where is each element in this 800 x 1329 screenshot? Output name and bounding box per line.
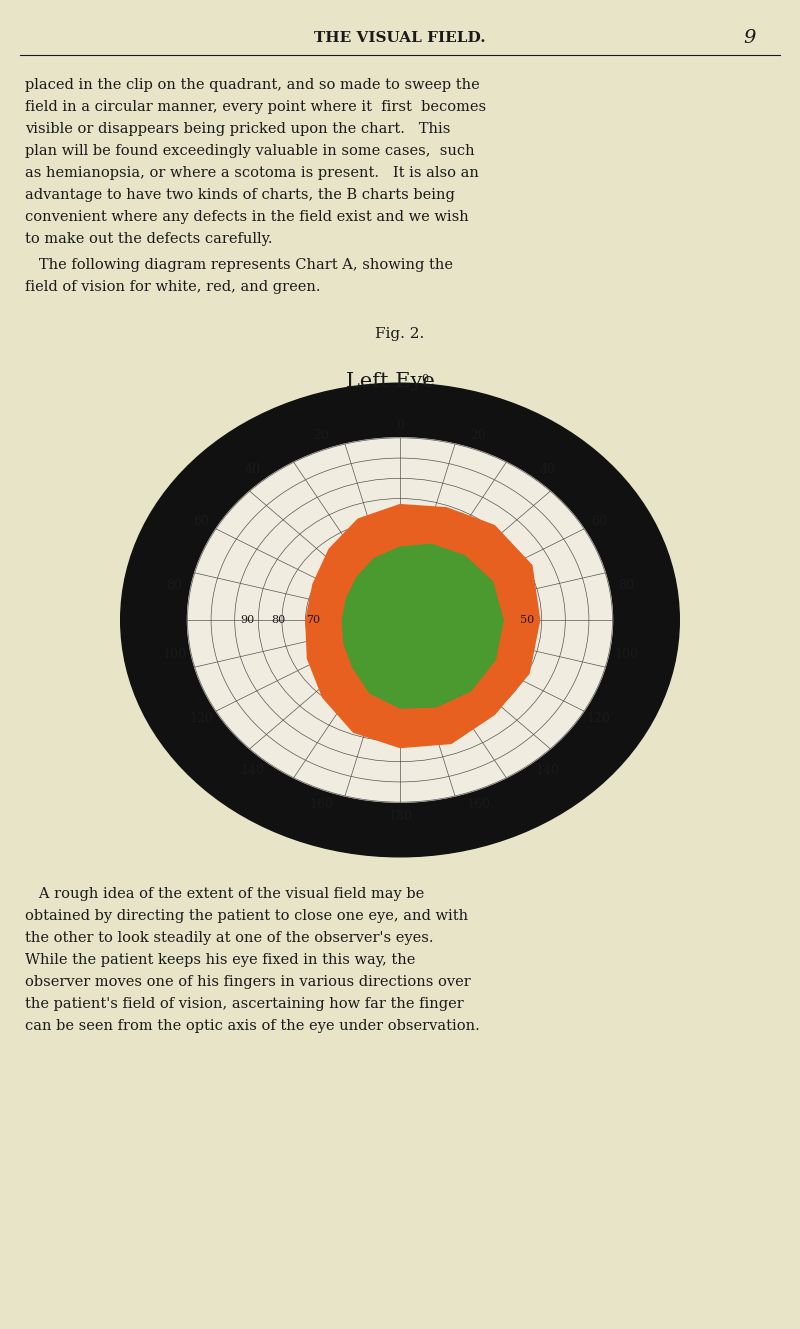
Text: 120: 120 <box>190 712 213 724</box>
Text: plan will be found exceedingly valuable in some cases,  such: plan will be found exceedingly valuable … <box>25 144 474 158</box>
Text: the patient's field of vision, ascertaining how far the finger: the patient's field of vision, ascertain… <box>25 997 464 1011</box>
Text: 60: 60 <box>194 516 210 528</box>
Text: 180: 180 <box>388 811 412 823</box>
Ellipse shape <box>121 383 679 857</box>
Polygon shape <box>306 505 540 747</box>
Text: 140: 140 <box>535 764 559 777</box>
Text: 0: 0 <box>422 373 429 384</box>
Text: convenient where any defects in the field exist and we wish: convenient where any defects in the fiel… <box>25 210 469 225</box>
Text: 9: 9 <box>744 29 756 47</box>
Text: observer moves one of his fingers in various directions over: observer moves one of his fingers in var… <box>25 974 470 989</box>
Text: The following diagram represents Chart A, showing the: The following diagram represents Chart A… <box>25 258 453 272</box>
Text: 100: 100 <box>614 647 638 661</box>
Text: placed in the clip on the quadrant, and so made to sweep the: placed in the clip on the quadrant, and … <box>25 78 480 92</box>
Text: 20: 20 <box>470 429 486 441</box>
Polygon shape <box>342 545 503 708</box>
Text: 160: 160 <box>466 799 490 812</box>
Text: 120: 120 <box>587 712 610 724</box>
Text: Fig. 2.: Fig. 2. <box>375 327 425 342</box>
Text: 80: 80 <box>272 615 286 625</box>
Text: 40: 40 <box>245 462 261 476</box>
Text: obtained by directing the patient to close one eye, and with: obtained by directing the patient to clo… <box>25 909 468 922</box>
Text: to make out the defects carefully.: to make out the defects carefully. <box>25 233 273 246</box>
Text: 90: 90 <box>240 615 254 625</box>
Text: as hemianopsia, or where a scotoma is present.   It is also an: as hemianopsia, or where a scotoma is pr… <box>25 166 479 179</box>
Text: THE VISUAL FIELD.: THE VISUAL FIELD. <box>314 31 486 45</box>
Text: 70: 70 <box>306 615 320 625</box>
Text: advantage to have two kinds of charts, the B charts being: advantage to have two kinds of charts, t… <box>25 187 455 202</box>
Text: the other to look steadily at one of the observer's eyes.: the other to look steadily at one of the… <box>25 930 434 945</box>
Text: field in a circular manner, every point where it  first  becomes: field in a circular manner, every point … <box>25 100 486 114</box>
Text: 60: 60 <box>590 516 606 528</box>
Text: While the patient keeps his eye fixed in this way, the: While the patient keeps his eye fixed in… <box>25 953 415 966</box>
Text: A rough idea of the extent of the visual field may be: A rough idea of the extent of the visual… <box>25 886 424 901</box>
Ellipse shape <box>187 437 613 803</box>
Text: 0: 0 <box>396 420 404 432</box>
Text: 40: 40 <box>539 462 555 476</box>
Text: field of vision for white, red, and green.: field of vision for white, red, and gree… <box>25 280 321 294</box>
Text: 140: 140 <box>241 764 265 777</box>
Text: 80: 80 <box>166 579 182 593</box>
Text: 160: 160 <box>310 799 334 812</box>
Text: 50: 50 <box>520 615 534 625</box>
Text: 20: 20 <box>314 429 330 441</box>
Text: 80: 80 <box>618 579 634 593</box>
Text: visible or disappears being pricked upon the chart.   This: visible or disappears being pricked upon… <box>25 122 450 136</box>
Text: Left Eye: Left Eye <box>346 372 434 391</box>
Text: can be seen from the optic axis of the eye under observation.: can be seen from the optic axis of the e… <box>25 1019 480 1033</box>
Text: 100: 100 <box>162 647 186 661</box>
